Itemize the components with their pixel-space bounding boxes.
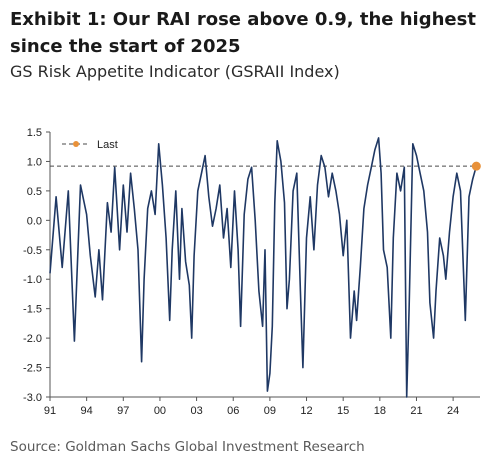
y-tick-label: -3.0 bbox=[23, 392, 42, 404]
last-value-marker bbox=[471, 161, 481, 171]
y-tick-label: 0.5 bbox=[27, 186, 42, 198]
source-note: Source: Goldman Sachs Global Investment … bbox=[10, 439, 365, 455]
chart-subtitle: GS Risk Appetite Indicator (GSRAII Index… bbox=[10, 62, 340, 81]
legend-label: Last bbox=[97, 139, 118, 151]
y-tick-label: 1.0 bbox=[27, 156, 42, 168]
y-tick-label: -1.0 bbox=[23, 274, 42, 286]
x-ticks: 91 94 97 00 03 06 09 12 15 18 21 24 bbox=[44, 397, 459, 417]
legend: Last bbox=[62, 139, 118, 151]
x-tick-label: 91 bbox=[44, 405, 56, 417]
y-tick-label: -1.5 bbox=[23, 304, 42, 316]
x-tick-label: 24 bbox=[447, 405, 459, 417]
chart: 1.51.00.50.0-0.5-1.0-1.5-2.0-2.5-3.0 91 9… bbox=[23, 127, 481, 417]
x-tick-label: 00 bbox=[154, 405, 166, 417]
y-tick-label: -2.5 bbox=[23, 363, 42, 375]
x-tick-label: 94 bbox=[81, 405, 93, 417]
x-tick-label: 12 bbox=[300, 405, 312, 417]
x-tick-label: 21 bbox=[410, 405, 422, 417]
chart-title: Exhibit 1: Our RAI rose above 0.9, the h… bbox=[10, 9, 476, 57]
y-tick-label: 1.5 bbox=[27, 127, 42, 139]
x-tick-label: 97 bbox=[117, 405, 129, 417]
y-tick-label: 0.0 bbox=[27, 215, 42, 227]
x-tick-label: 06 bbox=[227, 405, 239, 417]
x-tick-label: 15 bbox=[337, 405, 349, 417]
x-tick-label: 09 bbox=[264, 405, 276, 417]
x-tick-label: 18 bbox=[374, 405, 386, 417]
y-tick-label: -2.0 bbox=[23, 333, 42, 345]
legend-marker bbox=[73, 141, 79, 147]
x-tick-label: 03 bbox=[190, 405, 202, 417]
series-line bbox=[49, 137, 478, 398]
y-tick-label: -0.5 bbox=[23, 245, 42, 257]
y-ticks: 1.5 1.0 0.5 0.0 -0.5 -1.0 -1.5 -2.0 -2.5 -3.0 bbox=[23, 127, 50, 404]
